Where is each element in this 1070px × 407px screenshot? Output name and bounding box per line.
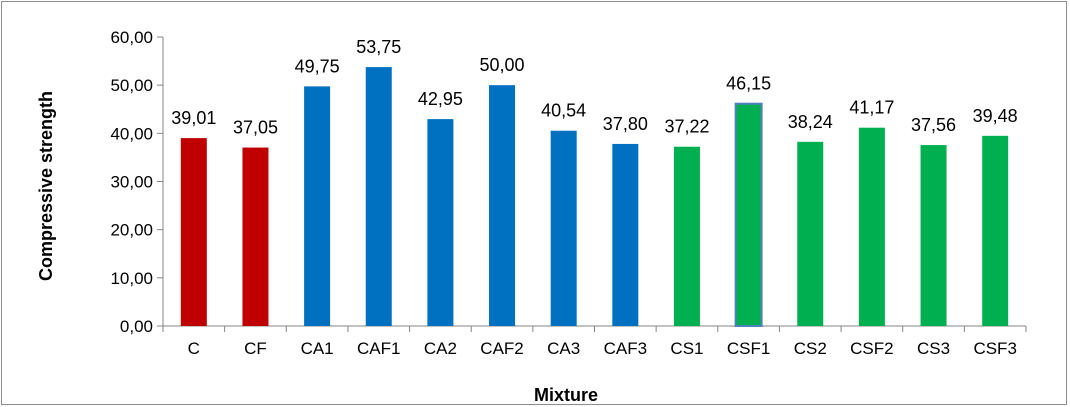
y-tick-label: 10,00 [110, 269, 153, 288]
x-tick-label: CS2 [794, 339, 827, 358]
bar-csf3 [982, 135, 1009, 326]
y-tick-label: 40,00 [110, 124, 153, 143]
data-labels: 39,01 37,05 49,75 53,75 42,95 50,00 40,54 37,80… [171, 37, 1017, 137]
y-tick-label: 0,00 [120, 317, 153, 336]
bar-caf3 [612, 143, 639, 326]
bar-caf1 [365, 67, 392, 326]
data-label: 39,01 [171, 108, 216, 128]
x-axis-title: Mixture [534, 385, 598, 405]
bar-cs3 [920, 145, 947, 326]
bar-ca2 [427, 119, 454, 327]
x-tick-label: CAF3 [604, 339, 647, 358]
bar-cs2 [797, 141, 824, 326]
bar-csf2 [858, 127, 885, 326]
y-tick-label: 20,00 [110, 221, 153, 240]
data-label: 41,17 [849, 98, 894, 118]
data-label: 38,24 [788, 112, 833, 132]
x-tick-label: CAF2 [480, 339, 523, 358]
data-label: 40,54 [541, 101, 586, 121]
x-tick-label: CSF1 [727, 339, 770, 358]
x-tick-label: C [188, 339, 200, 358]
data-label: 37,22 [664, 117, 709, 137]
data-label: 46,15 [726, 74, 771, 94]
axes: 0,00 10,00 20,00 30,00 40,00 50,00 60,00 C CF CA1… [110, 28, 1027, 358]
x-tick-label: CA2 [424, 339, 457, 358]
bar-csf1 [734, 102, 763, 327]
y-tick-label: 60,00 [110, 28, 153, 47]
x-tick-label: CSF3 [973, 339, 1016, 358]
x-tick-label: CS1 [670, 339, 703, 358]
x-tick-label: CSF2 [850, 339, 893, 358]
x-tick-label: CA3 [547, 339, 580, 358]
bar-c [180, 138, 207, 326]
x-tick-label: CAF1 [357, 339, 400, 358]
bar-ca1 [304, 86, 331, 327]
data-label: 50,00 [480, 55, 525, 75]
bar-cs1 [673, 146, 700, 326]
bars [180, 67, 1009, 327]
bar-ca3 [550, 130, 577, 326]
bar-caf2 [489, 85, 516, 326]
x-tick-label: CA1 [301, 339, 334, 358]
data-label: 37,05 [233, 118, 278, 138]
y-tick-label: 30,00 [110, 173, 153, 192]
data-label: 37,56 [911, 115, 956, 135]
data-label: 37,80 [603, 114, 648, 134]
data-label: 39,48 [973, 106, 1018, 126]
y-tick-label: 50,00 [110, 76, 153, 95]
x-tick-label: CS3 [917, 339, 950, 358]
y-axis-title: Compressive strength [36, 91, 56, 281]
x-tick-label: CF [244, 339, 267, 358]
data-label: 42,95 [418, 89, 463, 109]
data-label: 49,75 [295, 56, 340, 76]
bar-cf [242, 147, 269, 326]
data-label: 53,75 [356, 37, 401, 57]
